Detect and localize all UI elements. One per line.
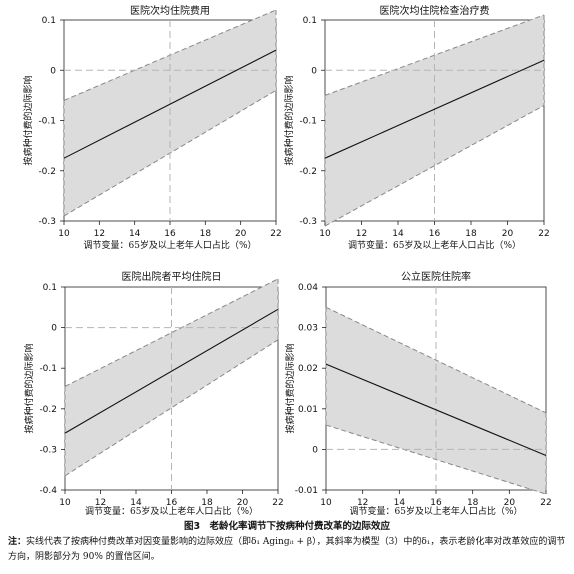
y-tick-label: -0.3 <box>38 217 56 227</box>
y-tick-label: -0.1 <box>299 117 317 127</box>
x-tick-label: 20 <box>502 229 514 239</box>
note-text: 实线代表了按病种付费改革对因变量影响的边际效应（即δ₁ Agingᵢₜ + β）… <box>8 537 566 562</box>
note-label: 注： <box>8 537 27 547</box>
y-tick-label: 0.1 <box>43 283 57 293</box>
y-tick-label: -0.01 <box>295 486 318 496</box>
ci-lower-line <box>325 424 547 495</box>
x-tick-label: 14 <box>129 229 141 239</box>
ci-lower-line <box>64 339 279 477</box>
x-tick-label: 20 <box>504 498 516 508</box>
chart-title: 医院次均住院检查治疗费 <box>380 4 490 17</box>
x-axis-label: 调节变量：65岁及以上老年人口占比（%） <box>83 239 256 251</box>
y-tick-label: -0.1 <box>39 364 57 374</box>
x-axis-label: 调节变量：65岁及以上老年人口占比（%） <box>349 505 522 517</box>
x-tick-label: 14 <box>130 498 142 508</box>
x-tick-label: 20 <box>237 498 249 508</box>
x-tick-label: 16 <box>164 229 176 239</box>
x-tick-label: 18 <box>465 229 477 239</box>
x-tick-label: 22 <box>538 229 549 239</box>
x-tick-label: 10 <box>59 498 71 508</box>
y-tick-label: 0 <box>50 66 56 76</box>
x-tick-label: 22 <box>540 498 551 508</box>
y-tick-label: 0 <box>311 66 317 76</box>
x-tick-label: 22 <box>272 498 283 508</box>
chart-panel-4: 公立医院住院率 10 12 14 16 18 20 22 -0.01 0 0.01 0.02 0.03 0… <box>284 270 552 517</box>
x-tick-label: 20 <box>235 229 247 239</box>
x-axis-label: 调节变量：65岁及以上老年人口占比（%） <box>85 505 258 517</box>
x-tick-label: 12 <box>95 498 106 508</box>
x-tick-label: 14 <box>394 498 406 508</box>
y-tick-label: 0.1 <box>42 16 56 26</box>
figure-caption: 图3 老龄化率调节下按病种付费改革的边际效应 <box>183 521 391 532</box>
x-tick-label: 10 <box>320 498 332 508</box>
y-tick-label: 0.1 <box>303 16 317 26</box>
y-tick-label: -0.3 <box>39 445 57 455</box>
chart-title: 医院次均住院费用 <box>130 4 210 17</box>
chart-panel-3: 医院出院者平均住院日 10 12 14 16 18 20 22 -0.4 -0.3 -0.2 -0.1… <box>23 270 284 517</box>
chart-panel-2: 医院次均住院检查治疗费 10 12 14 16 18 20 22 -0.3 -0.2 -0.1 0 0.… <box>283 4 550 251</box>
y-tick-label: 0 <box>312 445 318 455</box>
x-tick-label: 16 <box>166 498 178 508</box>
figure-note: 注：实线代表了按病种付费改革对因变量影响的边际效应（即δ₁ Agingᵢₜ + … <box>8 535 568 565</box>
x-tick-label: 18 <box>200 229 212 239</box>
chart-panel-1: 医院次均住院费用 10 12 14 16 18 20 22 -0.3 -0.2 -0.1 0 0.1 调节… <box>22 4 282 251</box>
y-axis-label: 按病种付费的边际影响 <box>23 343 35 433</box>
estimate-line <box>325 363 547 456</box>
y-tick-label: -0.4 <box>39 486 57 496</box>
y-axis-label: 按病种付费的边际影响 <box>22 75 34 165</box>
y-tick-label: 0.01 <box>298 405 318 415</box>
y-tick-label: -0.2 <box>38 167 56 177</box>
y-tick-label: 0.02 <box>298 364 318 374</box>
y-axis-label: 按病种付费的边际影响 <box>284 343 296 433</box>
y-tick-label: -0.2 <box>39 405 57 415</box>
x-tick-label: 12 <box>356 229 367 239</box>
x-tick-label: 10 <box>319 229 331 239</box>
x-tick-label: 12 <box>94 229 105 239</box>
x-tick-label: 16 <box>430 498 442 508</box>
x-tick-label: 18 <box>201 498 213 508</box>
ci-lower-line <box>324 104 545 227</box>
x-tick-label: 22 <box>270 229 281 239</box>
estimate-line <box>63 49 277 159</box>
y-axis-label: 按病种付费的边际影响 <box>283 75 295 165</box>
chart-title: 医院出院者平均住院日 <box>122 270 222 283</box>
x-tick-label: 10 <box>58 229 70 239</box>
x-tick-label: 12 <box>357 498 368 508</box>
ci-upper-line <box>325 306 547 414</box>
y-tick-label: -0.3 <box>299 217 317 227</box>
estimate-line <box>324 59 545 159</box>
y-tick-label: 0.03 <box>298 324 318 334</box>
x-tick-label: 18 <box>467 498 479 508</box>
estimate-line <box>64 308 279 434</box>
chart-title: 公立医院住院率 <box>401 270 471 283</box>
x-tick-label: 14 <box>392 229 404 239</box>
y-tick-label: 0 <box>51 324 57 334</box>
x-axis-label: 调节变量：65岁及以上老年人口占比（%） <box>348 239 521 251</box>
y-tick-label: -0.1 <box>38 117 56 127</box>
y-tick-label: -0.2 <box>299 167 317 177</box>
y-tick-label: 0.04 <box>298 283 318 293</box>
x-tick-label: 16 <box>429 229 441 239</box>
